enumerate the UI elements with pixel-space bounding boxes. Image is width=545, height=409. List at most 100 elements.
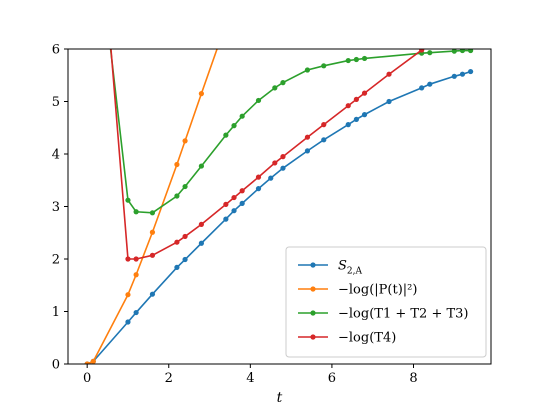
data-point bbox=[198, 163, 204, 169]
data-point bbox=[133, 209, 139, 215]
data-point bbox=[174, 264, 180, 270]
data-point bbox=[280, 165, 286, 171]
data-point bbox=[149, 210, 156, 216]
data-point bbox=[272, 85, 278, 91]
data-point bbox=[182, 256, 188, 263]
data-point bbox=[268, 175, 274, 181]
data-point bbox=[90, 358, 96, 364]
data-point bbox=[182, 183, 188, 190]
data-point bbox=[345, 103, 351, 109]
data-point bbox=[174, 193, 180, 199]
data-point bbox=[468, 68, 474, 75]
series-layer bbox=[84, 4, 474, 364]
data-point bbox=[198, 240, 204, 246]
data-point bbox=[272, 160, 278, 166]
series-1 bbox=[84, 49, 218, 364]
x-axis: 0 2 4 6 8 bbox=[83, 364, 418, 386]
legend: S2,A −log(|P(t)|²) −log(T1 + T2 + T3) −log(… bbox=[285, 246, 487, 358]
data-point bbox=[386, 71, 392, 77]
data-point bbox=[149, 252, 156, 258]
legend-box bbox=[285, 246, 487, 358]
data-point bbox=[468, 49, 474, 54]
data-point bbox=[255, 174, 262, 180]
data-point bbox=[239, 113, 245, 119]
data-point bbox=[182, 233, 188, 240]
data-point bbox=[133, 309, 139, 316]
x-tick-label: 2 bbox=[165, 371, 173, 386]
x-axis-label: t bbox=[277, 390, 283, 406]
y-tick-label: 2 bbox=[52, 253, 60, 268]
legend-label-2: −log(T1 + T2 + T3) bbox=[338, 307, 468, 322]
series-line-1 bbox=[86, 49, 218, 364]
data-point bbox=[84, 361, 90, 364]
legend-label-3: −log(T4) bbox=[338, 331, 396, 346]
y-tick-label: 5 bbox=[52, 95, 60, 110]
data-point bbox=[125, 319, 131, 325]
data-point bbox=[321, 122, 327, 128]
data-point bbox=[321, 63, 327, 69]
x-tick-label: 4 bbox=[246, 371, 254, 386]
data-point bbox=[361, 90, 368, 96]
data-point bbox=[459, 49, 466, 54]
data-point bbox=[105, 4, 110, 9]
data-point bbox=[231, 123, 237, 129]
data-point bbox=[174, 239, 180, 245]
y-tick-label: 6 bbox=[52, 43, 60, 58]
data-point bbox=[419, 49, 425, 53]
data-point bbox=[427, 50, 433, 56]
data-point bbox=[345, 57, 351, 64]
data-point bbox=[182, 138, 188, 144]
data-point bbox=[149, 229, 156, 235]
series-line-2 bbox=[109, 49, 471, 214]
data-point bbox=[451, 73, 457, 79]
legend-marker-3 bbox=[310, 334, 316, 340]
y-tick-label: 1 bbox=[52, 305, 60, 320]
data-point bbox=[125, 256, 131, 262]
data-point bbox=[427, 81, 433, 87]
data-point bbox=[105, 20, 110, 25]
data-point bbox=[280, 154, 286, 160]
data-point bbox=[353, 56, 359, 63]
legend-label-1: −log(|P(t)|²) bbox=[338, 283, 417, 298]
x-tick-label: 6 bbox=[328, 371, 336, 386]
data-point bbox=[125, 197, 131, 203]
x-tick-label: 0 bbox=[83, 371, 91, 386]
y-axis: 0 1 2 3 4 5 6 bbox=[52, 43, 68, 373]
data-point bbox=[386, 98, 392, 105]
data-point bbox=[223, 132, 229, 138]
x-tick-label: 8 bbox=[409, 371, 417, 386]
y-tick-label: 0 bbox=[52, 358, 60, 373]
data-point bbox=[239, 200, 245, 206]
data-point bbox=[198, 91, 204, 97]
series-3 bbox=[105, 4, 426, 262]
y-tick-label: 3 bbox=[52, 200, 60, 215]
data-point bbox=[223, 216, 229, 222]
data-point bbox=[174, 161, 180, 168]
data-point bbox=[255, 186, 262, 192]
series-0 bbox=[84, 68, 474, 364]
data-point bbox=[345, 122, 351, 128]
data-point bbox=[231, 208, 237, 214]
data-point bbox=[321, 137, 327, 143]
data-point bbox=[255, 97, 262, 104]
data-point bbox=[133, 272, 139, 278]
legend-marker-2 bbox=[310, 310, 316, 316]
y-tick-label: 4 bbox=[52, 148, 60, 163]
data-point bbox=[361, 112, 368, 118]
data-point bbox=[419, 85, 425, 91]
data-point bbox=[353, 96, 359, 102]
legend-marker-0 bbox=[310, 262, 316, 268]
series-2 bbox=[105, 20, 474, 216]
data-point bbox=[451, 49, 457, 54]
data-point bbox=[304, 67, 311, 73]
data-point bbox=[239, 188, 245, 194]
legend-marker-1 bbox=[310, 286, 316, 292]
data-point bbox=[223, 201, 229, 207]
data-point bbox=[149, 291, 156, 297]
data-point bbox=[125, 292, 131, 298]
data-point bbox=[304, 148, 311, 154]
data-point bbox=[304, 134, 311, 140]
data-point bbox=[198, 221, 204, 227]
legend-label-0: S2,A bbox=[338, 259, 362, 277]
